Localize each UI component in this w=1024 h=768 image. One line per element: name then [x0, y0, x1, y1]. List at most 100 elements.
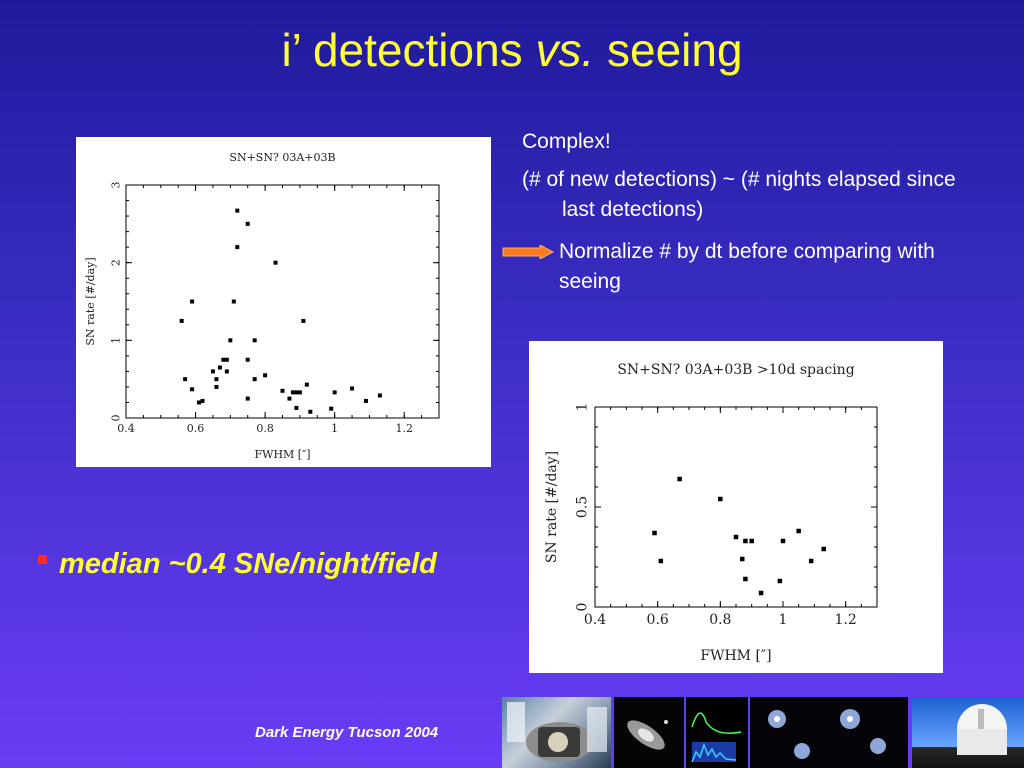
data-point: [733, 534, 739, 540]
data-point: [280, 388, 285, 393]
data-point: [290, 390, 295, 395]
telescope-instrument-photo: [502, 697, 611, 768]
data-point: [217, 365, 222, 370]
data-point: [224, 369, 229, 374]
data-point: [718, 496, 723, 502]
data-point: [301, 318, 306, 323]
notes-block: Complex! (# of new detections) ~ (# nigh…: [502, 127, 992, 297]
note-complex: Complex!: [522, 130, 611, 153]
x-tick-label: 1: [779, 612, 788, 628]
data-point: [221, 357, 226, 362]
data-point: [179, 318, 184, 323]
x-tick-label: 0.4: [584, 612, 606, 628]
data-point: [304, 382, 309, 387]
scatter-chart-all-svg: SN+SN? 03A+03B 0.4 0.6 0.8 1 1.2 0 1 2 3 FWHM [″] S…: [84, 151, 440, 461]
data-point: [245, 221, 250, 226]
data-point: [294, 405, 299, 410]
footer-text: Dark Energy Tucson 2004: [255, 724, 439, 741]
data-point: [252, 377, 257, 382]
y-tick-label: 0: [575, 603, 591, 612]
median-bullet: median ~0.4 SNe/night/field: [38, 548, 437, 581]
data-point: [190, 387, 195, 392]
chart-title: SN+SN? 03A+03B: [229, 151, 335, 164]
observatory-dome-photo: [912, 697, 1024, 768]
data-point: [308, 409, 313, 414]
note-detections: (# of new detections) ~ (# nights elapse…: [522, 168, 956, 221]
y-tick-label: 0: [109, 415, 122, 422]
x-axis-label: FWHM [″]: [700, 648, 771, 664]
instrument-image: [507, 702, 607, 762]
data-point: [235, 245, 240, 250]
data-point: [287, 396, 292, 401]
title-part1: i’ detections: [281, 24, 536, 76]
data-point: [210, 369, 215, 374]
data-point: [652, 530, 657, 536]
supernova-image: [768, 709, 886, 759]
bullet-square-icon: [38, 554, 47, 564]
data-point: [214, 377, 219, 382]
data-point: [658, 558, 664, 564]
data-point: [758, 590, 764, 596]
note-normalize-text: Normalize # by dt before comparing with …: [559, 240, 935, 293]
y-axis-label: SN rate [#/day]: [544, 451, 560, 563]
plot-frame: [125, 184, 440, 419]
x-tick-label: 1.2: [395, 422, 413, 435]
data-point: [350, 386, 355, 391]
data-point: [197, 400, 202, 405]
data-point: [677, 476, 682, 482]
data-point: [224, 357, 229, 362]
chart-title: SN+SN? 03A+03B >10d spacing: [617, 362, 854, 378]
data-point: [740, 556, 745, 562]
data-point: [231, 299, 236, 304]
x-tick-label: 0.6: [187, 422, 205, 435]
data-point: [252, 338, 257, 343]
x-tick-label: 1.2: [835, 612, 857, 628]
data-point: [377, 393, 382, 398]
data-point: [796, 528, 801, 534]
y-tick-label: 1: [575, 403, 591, 412]
x-tick-label: 0.4: [117, 422, 135, 435]
y-tick-label: 3: [109, 182, 122, 189]
slide-title: i’ detections vs. seeing: [0, 22, 1024, 78]
plot-frame: [594, 406, 878, 608]
y-tick-label: 1: [109, 337, 122, 344]
galaxy-image: [627, 720, 668, 750]
x-tick-label: 0.8: [709, 612, 731, 628]
data-point: [263, 373, 268, 378]
data-point: [743, 538, 748, 544]
data-point: [273, 260, 278, 265]
data-point: [297, 390, 302, 395]
data-point: [235, 208, 240, 213]
spectrum-image: [691, 712, 742, 763]
x-tick-label: 1: [331, 422, 338, 435]
spectrum-plot-photo: [686, 697, 748, 768]
x-tick-label: 0.8: [256, 422, 274, 435]
data-point: [183, 377, 188, 382]
data-point: [363, 398, 368, 403]
scatter-chart-spacing: SN+SN? 03A+03B >10d spacing 0.4 0.6 0.8 1 1.2…: [529, 341, 943, 673]
data-point: [777, 578, 783, 584]
y-tick-label: 0.5: [575, 496, 591, 518]
dome-image: [957, 704, 1007, 755]
data-point: [808, 558, 814, 564]
supernova-frames-photo: [750, 697, 908, 768]
data-point: [749, 538, 754, 544]
data-point: [190, 299, 195, 304]
arrow-right-icon: [502, 245, 554, 259]
data-point: [245, 357, 250, 362]
data-point: [780, 538, 786, 544]
y-axis-label: SN rate [#/day]: [84, 257, 97, 345]
title-part3: seeing: [594, 24, 743, 76]
title-vs: vs.: [535, 24, 595, 76]
x-axis-label: FWHM [″]: [255, 448, 311, 461]
data-point: [743, 576, 748, 582]
scatter-chart-all: SN+SN? 03A+03B 0.4 0.6 0.8 1 1.2 0 1 2 3 FWHM [″] S…: [76, 137, 491, 467]
data-point: [228, 338, 233, 343]
x-tick-label: 0.6: [647, 612, 669, 628]
scatter-chart-spacing-svg: SN+SN? 03A+03B >10d spacing 0.4 0.6 0.8 1 1.2…: [544, 362, 878, 664]
data-point: [200, 398, 205, 403]
data-point: [821, 546, 826, 552]
median-text: median ~0.4 SNe/night/field: [59, 548, 437, 580]
data-point: [214, 384, 219, 389]
galaxy-photo: [614, 697, 684, 768]
